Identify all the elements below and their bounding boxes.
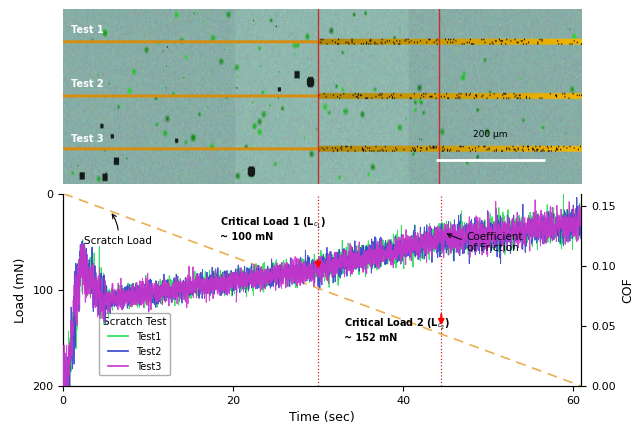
Text: Scratch Load: Scratch Load: [85, 214, 152, 246]
Legend: Test1, Test2, Test3: Test1, Test2, Test3: [99, 313, 170, 375]
Text: Test 1: Test 1: [71, 25, 104, 35]
Text: Coefficient
of Friction: Coefficient of Friction: [447, 232, 523, 254]
Y-axis label: Load (mN): Load (mN): [14, 257, 27, 323]
Text: Critical Load 2 (L$_{c_2}$)
~ 152 mN: Critical Load 2 (L$_{c_2}$) ~ 152 mN: [344, 317, 450, 344]
Text: Test 2: Test 2: [71, 79, 104, 89]
Text: Test 3: Test 3: [71, 134, 104, 144]
Text: Critical Load 1 (L$_{c_1}$)
~ 100 mN: Critical Load 1 (L$_{c_1}$) ~ 100 mN: [221, 216, 327, 242]
Y-axis label: COF: COF: [621, 277, 632, 303]
X-axis label: Time (sec): Time (sec): [289, 411, 355, 424]
Text: 200 μm: 200 μm: [473, 130, 508, 139]
